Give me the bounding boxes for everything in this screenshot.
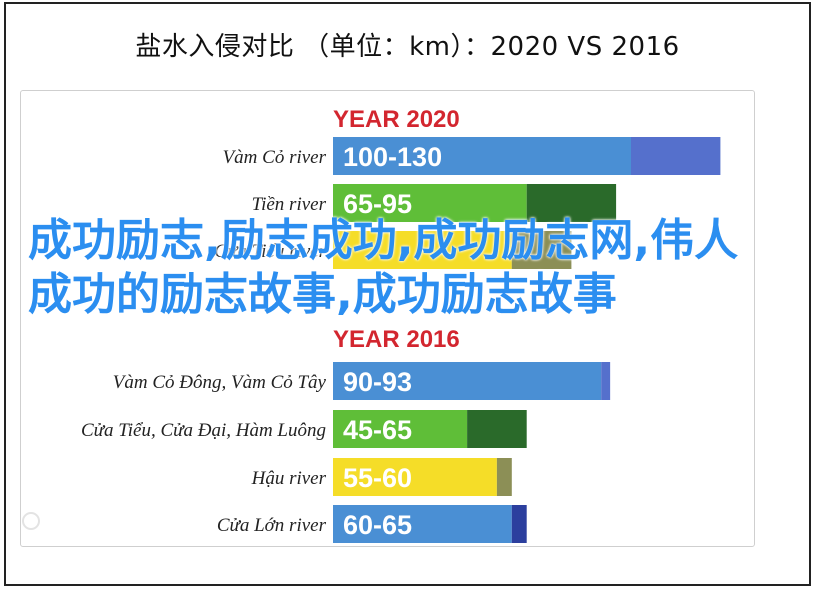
group-header: YEAR 2016 <box>333 326 460 353</box>
bar-value-label: 45-65 <box>343 415 412 445</box>
bar-range-extension <box>601 362 611 400</box>
bar-min <box>333 184 527 222</box>
bar-category-label: Vàm Cỏ Đông, Vàm Cỏ Tây <box>113 372 327 393</box>
overlay-text: 成功励志,励志成功,成功励志网,伟人成功的励志故事,成功励志故事 <box>28 215 739 320</box>
bar-category-label: Cửa Tiểu river <box>214 241 326 262</box>
overlay-watermark-text: 成功励志,励志成功,成功励志网,伟人成功的励志故事,成功励志故事 <box>28 214 748 322</box>
group-header: YEAR 2020 <box>333 106 460 133</box>
bar-min <box>333 231 512 269</box>
bar-min <box>333 458 497 496</box>
bar-value-label: 90-93 <box>343 367 412 397</box>
bar-range-extension <box>511 505 527 543</box>
bar-value-label: 100-130 <box>343 142 442 172</box>
watermark-logo <box>22 512 40 530</box>
bar-range-extension <box>631 137 721 175</box>
bar-range-extension <box>496 458 512 496</box>
bar-category-label: Cửa Tiểu, Cửa Đại, Hàm Luông <box>81 420 326 441</box>
bar-value-label: 60-65 <box>343 510 412 540</box>
bar-min <box>333 137 631 175</box>
bar-range-extension <box>467 410 527 448</box>
bar-min <box>333 410 468 448</box>
bar-range-extension <box>511 231 572 269</box>
bar-category-label: Vàm Cỏ river <box>223 147 327 168</box>
bar-category-label: Hậu river <box>251 468 327 489</box>
bar-value-label: 65-95 <box>343 189 412 219</box>
bar-min <box>333 505 512 543</box>
bar-range-extension <box>526 184 617 222</box>
chart-title: 盐水入侵对比 （单位：km）：2020 VS 2016 <box>135 32 680 62</box>
bar-value-label: 55-60 <box>343 463 412 493</box>
bar-category-label: Cửa Lớn river <box>217 515 327 536</box>
bar-min <box>333 362 602 400</box>
bar-category-label: Tiền river <box>252 194 327 215</box>
